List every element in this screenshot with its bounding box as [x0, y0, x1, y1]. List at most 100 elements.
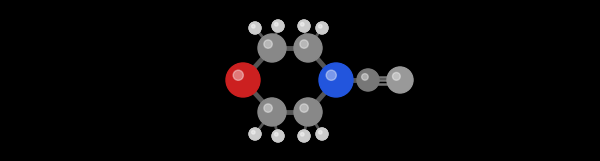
Circle shape [265, 103, 281, 119]
Circle shape [362, 73, 375, 86]
Circle shape [303, 134, 306, 137]
Circle shape [321, 132, 324, 135]
Circle shape [299, 131, 309, 141]
Circle shape [253, 25, 257, 30]
Circle shape [277, 24, 280, 27]
Circle shape [392, 72, 400, 80]
Circle shape [267, 105, 279, 117]
Circle shape [270, 107, 277, 114]
Circle shape [227, 64, 259, 95]
Circle shape [233, 68, 254, 90]
Circle shape [239, 73, 250, 84]
Circle shape [301, 22, 308, 29]
Circle shape [300, 104, 308, 112]
Circle shape [251, 24, 260, 32]
Circle shape [322, 133, 323, 134]
Circle shape [271, 44, 275, 49]
Circle shape [300, 21, 308, 30]
Circle shape [295, 35, 321, 61]
Circle shape [304, 135, 305, 136]
Circle shape [299, 131, 309, 141]
Circle shape [254, 132, 257, 135]
Circle shape [274, 21, 283, 30]
Circle shape [391, 70, 410, 90]
Circle shape [400, 78, 403, 80]
Circle shape [294, 34, 322, 62]
Circle shape [367, 77, 371, 81]
Circle shape [299, 131, 310, 141]
Circle shape [259, 99, 286, 125]
Circle shape [361, 72, 376, 87]
Circle shape [274, 131, 283, 141]
Circle shape [249, 128, 261, 140]
Circle shape [394, 72, 407, 86]
Circle shape [262, 101, 283, 122]
Circle shape [278, 134, 280, 136]
Circle shape [301, 133, 307, 139]
Circle shape [301, 22, 308, 29]
Circle shape [269, 106, 278, 115]
Circle shape [254, 133, 257, 134]
Circle shape [273, 110, 274, 111]
Circle shape [262, 38, 283, 58]
Circle shape [320, 25, 325, 30]
Circle shape [364, 74, 374, 84]
Circle shape [301, 132, 308, 139]
Circle shape [307, 44, 312, 49]
Circle shape [365, 76, 373, 83]
Circle shape [308, 45, 311, 48]
Circle shape [320, 64, 352, 96]
Circle shape [260, 36, 284, 60]
Circle shape [321, 132, 324, 135]
Circle shape [362, 74, 368, 80]
Circle shape [335, 76, 340, 81]
Circle shape [321, 65, 351, 95]
Circle shape [395, 73, 407, 85]
Circle shape [269, 43, 277, 51]
Circle shape [294, 98, 322, 126]
Circle shape [274, 132, 282, 140]
Circle shape [276, 133, 281, 138]
Circle shape [260, 100, 284, 123]
Circle shape [250, 129, 260, 139]
Circle shape [258, 34, 286, 62]
Circle shape [272, 130, 284, 142]
Circle shape [255, 133, 256, 134]
Circle shape [275, 132, 282, 139]
Circle shape [306, 43, 313, 50]
Circle shape [334, 74, 341, 83]
Circle shape [271, 108, 275, 113]
Circle shape [277, 24, 280, 27]
Circle shape [303, 41, 315, 53]
Circle shape [358, 70, 378, 90]
Circle shape [277, 134, 280, 137]
Circle shape [317, 23, 327, 33]
Circle shape [275, 22, 282, 29]
Circle shape [363, 74, 374, 85]
Circle shape [364, 75, 373, 84]
Circle shape [250, 129, 260, 139]
Circle shape [261, 36, 284, 59]
Circle shape [266, 40, 280, 54]
Circle shape [302, 40, 316, 54]
Circle shape [264, 104, 272, 112]
Circle shape [392, 71, 409, 88]
Circle shape [322, 65, 350, 94]
Circle shape [326, 70, 337, 80]
Circle shape [266, 104, 280, 118]
Circle shape [278, 135, 279, 136]
Circle shape [232, 68, 255, 91]
Circle shape [250, 23, 260, 33]
Circle shape [300, 22, 308, 30]
Circle shape [301, 23, 307, 28]
Circle shape [251, 24, 259, 32]
Circle shape [309, 46, 310, 47]
Circle shape [307, 44, 311, 49]
Circle shape [263, 38, 281, 56]
Circle shape [299, 131, 309, 140]
Circle shape [400, 77, 403, 80]
Circle shape [303, 24, 306, 27]
Circle shape [274, 22, 282, 30]
Circle shape [307, 108, 311, 113]
Circle shape [238, 73, 250, 85]
